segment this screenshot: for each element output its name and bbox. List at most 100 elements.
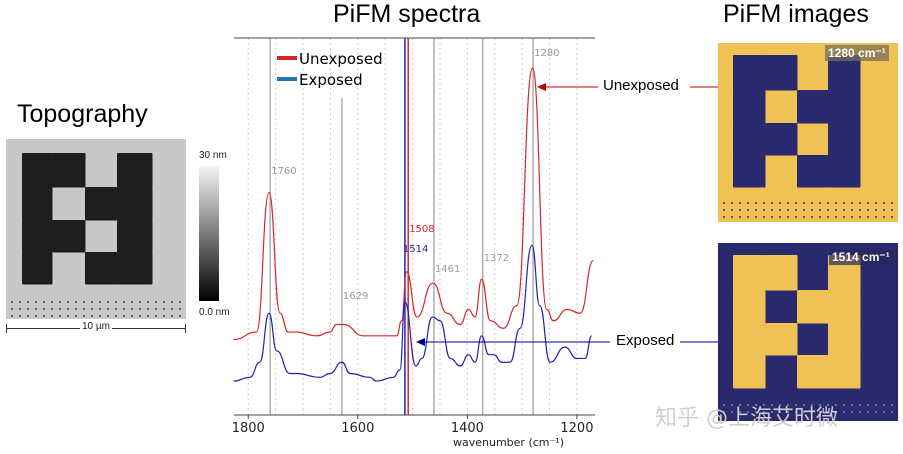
marker-dot	[835, 404, 837, 406]
marker-dot	[843, 209, 845, 211]
marker-dot	[867, 411, 869, 413]
x-tick-label: 1400	[451, 421, 484, 436]
marker-dot	[859, 202, 861, 204]
pifm-image-1280-label: 1280 cm⁻¹	[825, 45, 889, 61]
marker-dot	[107, 301, 109, 303]
marker-dot	[779, 209, 781, 211]
marker-dot	[67, 301, 69, 303]
marker-dot	[851, 209, 853, 211]
marker-dot	[851, 411, 853, 413]
marker-dot	[883, 411, 885, 413]
pattern-cell	[797, 290, 829, 324]
marker-dot	[723, 209, 725, 211]
marker-dot	[891, 209, 893, 211]
marker-dot	[43, 308, 45, 310]
marker-dot	[139, 315, 141, 317]
marker-dot	[755, 404, 757, 406]
marker-dot	[875, 209, 877, 211]
marker-dot	[123, 301, 125, 303]
series-line-unexposed	[233, 67, 594, 341]
marker-dot	[803, 411, 805, 413]
marker-dot	[747, 216, 749, 218]
images-title: PiFM images	[723, 0, 869, 28]
marker-dot	[739, 404, 741, 406]
marker-dot	[19, 301, 21, 303]
marker-dot	[891, 202, 893, 204]
marker-dot	[827, 404, 829, 406]
marker-dot	[171, 301, 173, 303]
marker-dot	[723, 411, 725, 413]
marker-dot	[763, 216, 765, 218]
marker-dot	[131, 315, 133, 317]
marker-dot	[771, 404, 773, 406]
marker-dot	[11, 315, 13, 317]
marker-dot	[179, 301, 181, 303]
marker-dot	[867, 216, 869, 218]
pattern-cell	[828, 123, 861, 156]
marker-dot	[11, 301, 13, 303]
x-tick-label: 1200	[560, 421, 593, 436]
marker-dot	[171, 315, 173, 317]
marker-dot	[67, 308, 69, 310]
marker-dot	[107, 315, 109, 317]
pattern-cell	[828, 355, 861, 389]
marker-dot	[739, 216, 741, 218]
pifm-image-1514	[718, 243, 898, 421]
marker-dot	[107, 308, 109, 310]
marker-dot	[795, 209, 797, 211]
marker-dot	[115, 315, 117, 317]
marker-dot	[755, 209, 757, 211]
marker-dot	[155, 308, 157, 310]
marker-dot	[739, 209, 741, 211]
watermark: 知乎 @上海艾时微	[655, 406, 838, 431]
marker-dot	[835, 209, 837, 211]
exposed-annotation: Exposed	[616, 332, 675, 349]
pattern-cell	[797, 90, 829, 124]
marker-dot	[731, 404, 733, 406]
marker-dot	[723, 404, 725, 406]
marker-dot	[35, 301, 37, 303]
pattern-cell	[765, 55, 798, 91]
marker-dot	[875, 404, 877, 406]
pattern-cell	[117, 187, 153, 221]
marker-dot	[731, 411, 733, 413]
marker-dot	[51, 308, 53, 310]
marker-dot	[811, 216, 813, 218]
colorbar	[199, 166, 219, 301]
pattern-cell	[22, 153, 53, 188]
marker-dot	[99, 315, 101, 317]
marker-dot	[75, 315, 77, 317]
pattern-cell	[733, 290, 766, 324]
marker-dot	[763, 202, 765, 204]
reference-label-1514: 1514	[403, 244, 428, 255]
marker-dot	[787, 411, 789, 413]
marker-dot	[867, 209, 869, 211]
marker-dot	[123, 308, 125, 310]
pattern-cell	[828, 290, 861, 324]
marker-dot	[843, 216, 845, 218]
marker-dot	[835, 216, 837, 218]
reference-label-1372: 1372	[484, 253, 509, 264]
pattern-cell	[22, 220, 53, 253]
marker-dot	[867, 404, 869, 406]
pattern-cell	[117, 153, 153, 188]
marker-dot	[763, 404, 765, 406]
marker-dot	[795, 404, 797, 406]
marker-dot	[11, 308, 13, 310]
marker-dot	[75, 301, 77, 303]
marker-dot	[787, 404, 789, 406]
marker-dot	[147, 308, 149, 310]
marker-dot	[739, 411, 741, 413]
marker-dot	[779, 411, 781, 413]
marker-dot	[771, 202, 773, 204]
marker-dot	[51, 315, 53, 317]
marker-dot	[123, 315, 125, 317]
marker-dot	[779, 202, 781, 204]
pattern-cell	[52, 220, 86, 253]
marker-dot	[139, 308, 141, 310]
marker-dot	[763, 209, 765, 211]
marker-dot	[91, 308, 93, 310]
pattern-cell	[733, 255, 766, 291]
marker-dot	[883, 202, 885, 204]
marker-dot	[891, 216, 893, 218]
